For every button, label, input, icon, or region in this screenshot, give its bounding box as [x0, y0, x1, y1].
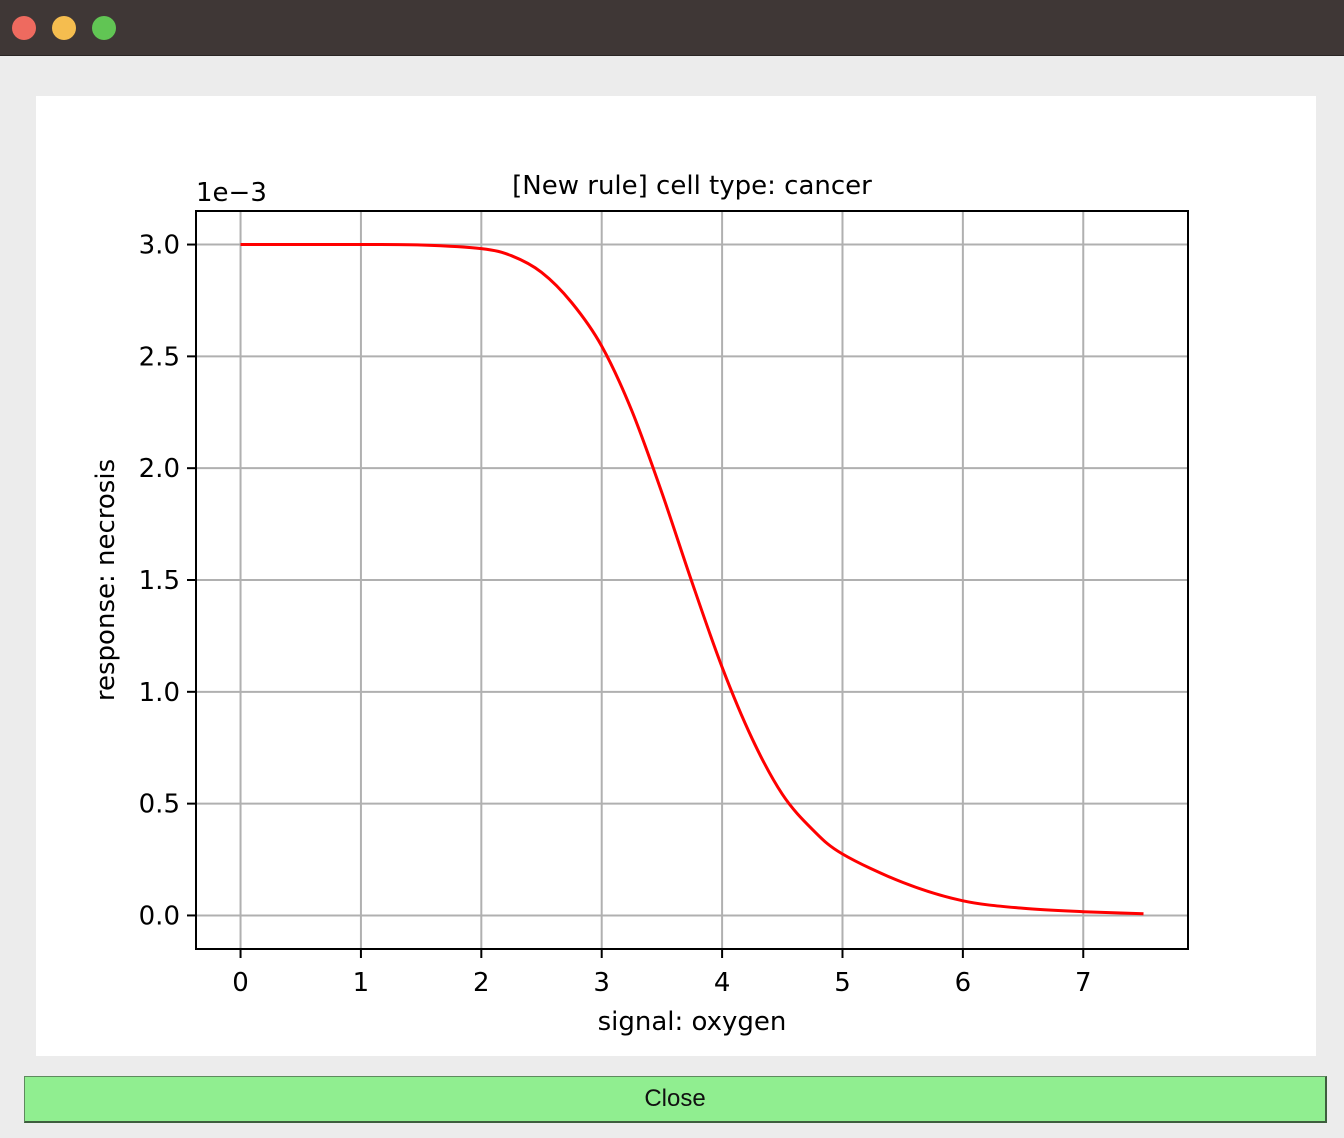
- grid-lines: [196, 211, 1188, 949]
- y-tick-label: 2.0: [139, 454, 180, 484]
- y-tick-label: 0.5: [139, 790, 180, 820]
- x-tick-label: 0: [232, 968, 249, 998]
- chart-title: [New rule] cell type: cancer: [512, 171, 872, 201]
- y-axis-label: response: necrosis: [91, 459, 121, 701]
- y-tick-label: 3.0: [139, 231, 180, 261]
- x-tick-label: 3: [593, 968, 610, 998]
- y-axis-ticks: 0.0 0.5 1.0 1.5 2.0 2.5 3.0: [139, 231, 196, 931]
- x-tick-label: 4: [714, 968, 731, 998]
- x-tick-label: 2: [473, 968, 490, 998]
- window-titlebar: [0, 0, 1344, 56]
- x-tick-label: 1: [353, 968, 370, 998]
- y-tick-label: 1.0: [139, 678, 180, 708]
- plot-canvas: 0 1 2 3 4 5 6 7 0.0 0.5 1.0 1.5 2.0 2.5 3.0 [New rule…: [36, 96, 1316, 1056]
- window-maximize-icon[interactable]: [92, 16, 116, 40]
- y-tick-label: 1.5: [139, 566, 180, 596]
- x-axis-label: signal: oxygen: [598, 1007, 787, 1037]
- x-tick-label: 5: [834, 968, 851, 998]
- close-button[interactable]: Close: [24, 1076, 1327, 1123]
- y-scale-label: 1e−3: [196, 178, 267, 208]
- window-close-icon[interactable]: [12, 16, 36, 40]
- x-tick-label: 6: [955, 968, 972, 998]
- response-chart: 0 1 2 3 4 5 6 7 0.0 0.5 1.0 1.5 2.0 2.5 3.0 [New rule…: [91, 171, 1189, 1037]
- window-minimize-icon[interactable]: [52, 16, 76, 40]
- y-tick-label: 0.0: [139, 901, 180, 931]
- series-line: [240, 243, 1144, 916]
- x-axis-ticks: 0 1 2 3 4 5 6 7: [232, 949, 1092, 998]
- y-tick-label: 2.5: [139, 342, 180, 372]
- x-tick-label: 7: [1075, 968, 1092, 998]
